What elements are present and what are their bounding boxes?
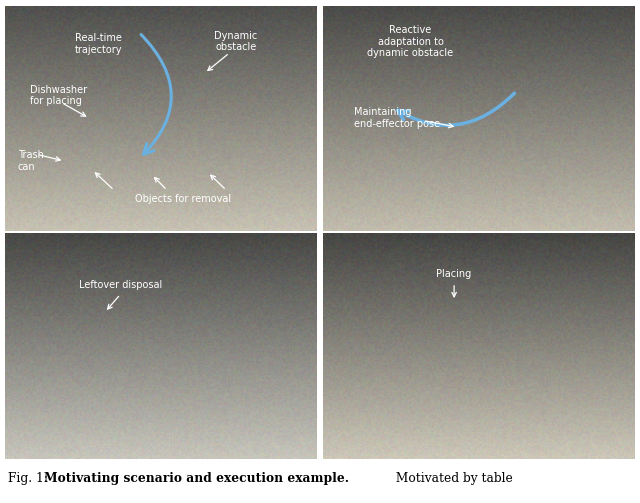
Text: Motivating scenario and execution example.: Motivating scenario and execution exampl… [44, 472, 349, 485]
Text: Reactive
adaptation to
dynamic obstacle: Reactive adaptation to dynamic obstacle [367, 25, 454, 58]
Text: Objects for removal: Objects for removal [134, 194, 231, 204]
Text: Maintaining
end-effector pose: Maintaining end-effector pose [355, 108, 440, 129]
Text: Trash
can: Trash can [17, 150, 44, 172]
Text: Motivated by table: Motivated by table [392, 472, 513, 485]
Text: Leftover disposal: Leftover disposal [79, 280, 162, 290]
Text: Fig. 1:: Fig. 1: [8, 472, 51, 485]
Text: Placing: Placing [436, 269, 472, 279]
Text: Dynamic
obstacle: Dynamic obstacle [214, 31, 257, 52]
Text: Dishwasher
for placing: Dishwasher for placing [30, 85, 87, 107]
Text: Real-time
trajectory: Real-time trajectory [75, 33, 122, 55]
